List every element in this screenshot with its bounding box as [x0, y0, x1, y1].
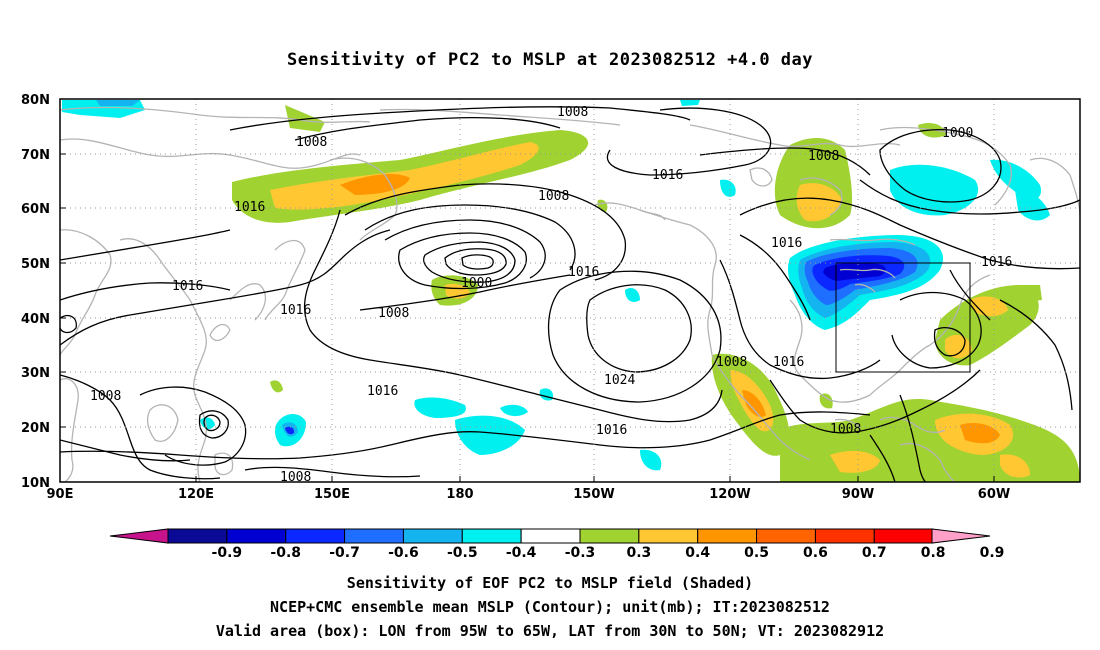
colorbar-swatch — [344, 528, 404, 544]
contour-label: 1016 — [771, 236, 802, 251]
caption-line-1: Sensitivity of EOF PC2 to MSLP field (Sh… — [346, 574, 754, 592]
lat-tick-label: 30N — [21, 366, 50, 381]
contour-label: 1008 — [378, 306, 409, 321]
contour-label: 1016 — [652, 168, 683, 183]
colorbar-tick-label: -0.4 — [506, 545, 537, 561]
colorbar-swatch — [167, 528, 228, 544]
contour-label: 1008 — [538, 189, 569, 204]
colorbar-swatch — [638, 528, 699, 544]
colorbar-swatch — [756, 528, 816, 544]
colorbar-right-arrow — [931, 528, 991, 544]
colorbar-swatch — [226, 528, 287, 544]
contour-label: 1016 — [596, 423, 627, 438]
colorbar: -0.9 -0.8 -0.7 -0.6 -0.5 -0.4 -0.3 0.3 0.4 0.5 0.6… — [109, 528, 1005, 561]
lat-tick-label: 10N — [21, 476, 50, 491]
colorbar-tick-label: 0.7 — [862, 545, 887, 561]
colorbar-tick-label: 0.8 — [921, 545, 946, 561]
colorbar-swatch — [285, 528, 346, 544]
contour-label: 1008 — [830, 422, 861, 437]
lon-tick-label: 150W — [573, 487, 614, 502]
contour-label: 1016 — [773, 355, 804, 370]
contour-label: 1008 — [716, 355, 747, 370]
contour-label: 1008 — [90, 389, 121, 404]
coastlines — [60, 106, 1080, 482]
contour-label: 1016 — [172, 279, 203, 294]
lon-tick-label: 120W — [709, 487, 750, 502]
contour-label: 1000 — [461, 276, 492, 291]
colorbar-swatch — [520, 528, 581, 544]
valid-area-box — [835, 262, 971, 373]
caption-line-2: NCEP+CMC ensemble mean MSLP (Contour); u… — [270, 598, 830, 616]
lat-axis: 10N 20N 30N 40N 50N 60N 70N 80N — [21, 93, 50, 491]
colorbar-tick-label: 0.3 — [626, 545, 651, 561]
lat-tick-label: 80N — [21, 93, 50, 108]
colorbar-swatch — [873, 528, 934, 544]
shaded-regions — [62, 100, 1080, 482]
contour-label: 1016 — [234, 200, 265, 215]
contour-label: 1016 — [280, 303, 311, 318]
lon-tick-label: 90E — [47, 487, 74, 502]
colorbar-swatch — [402, 528, 463, 544]
contour-label: 1000 — [942, 126, 973, 141]
colorbar-tick-label: -0.5 — [447, 545, 478, 561]
lat-tick-label: 20N — [21, 421, 50, 436]
map-title: Sensitivity of PC2 to MSLP at 2023082512… — [286, 50, 813, 70]
lon-tick-label: 90W — [842, 487, 874, 502]
lon-tick-label: 120E — [178, 487, 214, 502]
colorbar-tick-label: -0.9 — [212, 545, 243, 561]
lon-tick-label: 180 — [446, 487, 473, 502]
colorbar-swatch — [814, 528, 875, 544]
colorbar-swatch — [579, 528, 640, 544]
lon-tick-label: 150E — [314, 487, 350, 502]
colorbar-tick-label: -0.3 — [565, 545, 596, 561]
tick-marks — [60, 98, 995, 483]
lat-tick-label: 40N — [21, 312, 50, 327]
colorbar-tick-label: -0.6 — [388, 545, 419, 561]
colorbar-tick-label: 0.5 — [744, 545, 769, 561]
plot-border — [59, 98, 1081, 483]
lat-tick-label: 50N — [21, 257, 50, 272]
lon-axis: 90E 120E 150E 180 150W 120W 90W 60W — [47, 487, 1011, 502]
contour-label: 1008 — [296, 135, 327, 150]
colorbar-left-arrow — [109, 528, 169, 544]
colorbar-tick-label: 0.9 — [980, 545, 1005, 561]
colorbar-tick-label: -0.8 — [270, 545, 301, 561]
contour-label: 1016 — [367, 384, 398, 399]
contour-label: 1008 — [808, 149, 839, 164]
lat-tick-label: 60N — [21, 202, 50, 217]
contour-labels: 1008 1008 1016 1000 1008 1016 1016 1008 … — [90, 105, 1012, 485]
caption-line-3: Valid area (box): LON from 95W to 65W, L… — [215, 622, 885, 640]
contour-label: 1008 — [557, 105, 588, 120]
contour-label: 1016 — [981, 255, 1012, 270]
colorbar-swatch — [697, 528, 758, 544]
contour-label: 1024 — [604, 373, 635, 388]
contour-label: 1016 — [568, 265, 599, 280]
colorbar-tick-label: 0.4 — [685, 545, 710, 561]
lon-tick-label: 60W — [978, 487, 1010, 502]
colorbar-tick-label: 0.6 — [803, 545, 828, 561]
colorbar-swatch — [461, 528, 522, 544]
colorbar-tick-label: -0.7 — [329, 545, 360, 561]
lat-tick-label: 70N — [21, 148, 50, 163]
